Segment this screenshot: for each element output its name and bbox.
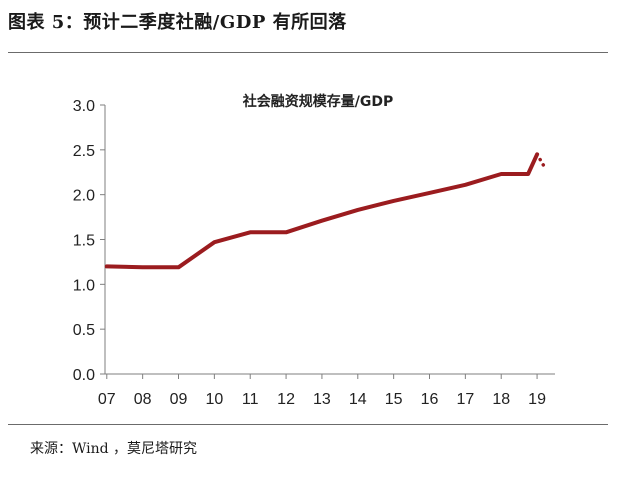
x-tick-label: 19 [528, 391, 546, 408]
y-tick-label: 0.5 [73, 322, 95, 339]
y-tick-label: 2.5 [73, 143, 95, 160]
x-tick-label: 16 [421, 391, 439, 408]
y-tick-label: 3.0 [73, 98, 95, 115]
chart-axes [104, 105, 555, 375]
chart-series [104, 152, 548, 270]
x-tick-label: 09 [170, 391, 188, 408]
x-tick-label: 07 [98, 391, 116, 408]
figure-title: 图表 5：预计二季度社融/GDP 有所回落 [8, 12, 347, 33]
x-tick-label: 13 [313, 391, 331, 408]
x-tick-label: 14 [349, 391, 367, 408]
x-tick-label: 15 [385, 391, 403, 408]
bottom-divider [8, 424, 608, 425]
x-tick-label: 12 [277, 391, 295, 408]
x-axis-ticks: 07 08 09 10 11 12 13 14 15 16 17 18 19 [98, 374, 546, 408]
source-note: 来源：Wind ，莫尼塔研究 [30, 441, 198, 457]
y-tick-label: 1.0 [73, 277, 95, 294]
x-tick-label: 10 [205, 391, 223, 408]
top-divider [8, 52, 608, 53]
x-tick-label: 18 [492, 391, 510, 408]
line-chart: 0.0 0.5 1.0 1.5 2.0 2.5 3.0 07 08 09 10 11 12 13 14 15… [73, 93, 555, 408]
y-tick-label: 0.0 [73, 367, 95, 384]
y-axis-ticks: 0.0 0.5 1.0 1.5 2.0 2.5 3.0 [73, 98, 105, 384]
x-tick-label: 11 [242, 391, 259, 408]
series-line [104, 152, 540, 270]
y-tick-label: 1.5 [73, 233, 95, 250]
chart-title: 社会融资规模存量/GDP [242, 93, 394, 110]
x-tick-label: 08 [134, 391, 152, 408]
y-tick-label: 2.0 [73, 188, 95, 205]
forecast-series-line [535, 152, 548, 172]
x-tick-label: 17 [456, 391, 474, 408]
